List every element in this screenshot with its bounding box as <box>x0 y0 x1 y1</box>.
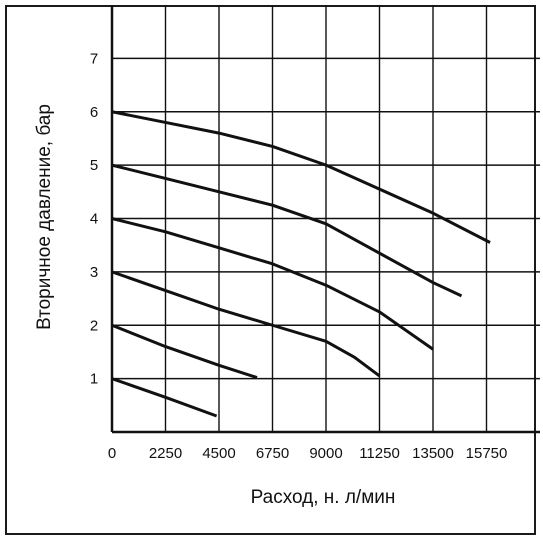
series-line-2 <box>111 323 258 379</box>
tick-labels: 0 2250 4500 6750 9000 11250 13500 15750 1 2 3 4 5 6 7 <box>90 50 508 462</box>
y-tick-label: 5 <box>90 157 98 174</box>
y-axis-label: Вторичное давление, бар <box>34 104 55 330</box>
y-tick-label: 6 <box>90 104 98 121</box>
chart-frame <box>5 5 536 535</box>
x-axis-label: Расход, н. л/мин <box>251 487 396 508</box>
x-tick-label: 0 <box>108 445 116 462</box>
y-tick-label: 3 <box>90 264 98 281</box>
y-tick-label: 1 <box>90 371 98 388</box>
series-group <box>111 110 491 418</box>
x-tick-label: 11250 <box>359 445 400 462</box>
x-tick-label: 15750 <box>466 445 508 462</box>
y-tick-label: 7 <box>90 50 98 67</box>
y-tick-label: 2 <box>90 317 98 334</box>
x-tick-label: 6750 <box>256 445 289 462</box>
series-line-6 <box>111 110 491 244</box>
series-line-4 <box>111 217 434 351</box>
x-tick-label: 13500 <box>412 445 454 462</box>
series-line-3 <box>111 270 381 378</box>
grid <box>112 5 540 432</box>
x-tick-label: 9000 <box>309 445 342 462</box>
series-line-5 <box>111 163 463 298</box>
x-tick-label: 4500 <box>202 445 235 462</box>
series-line-1 <box>111 377 218 418</box>
x-tick-label: 2250 <box>149 445 182 462</box>
y-tick-label: 4 <box>90 211 98 228</box>
